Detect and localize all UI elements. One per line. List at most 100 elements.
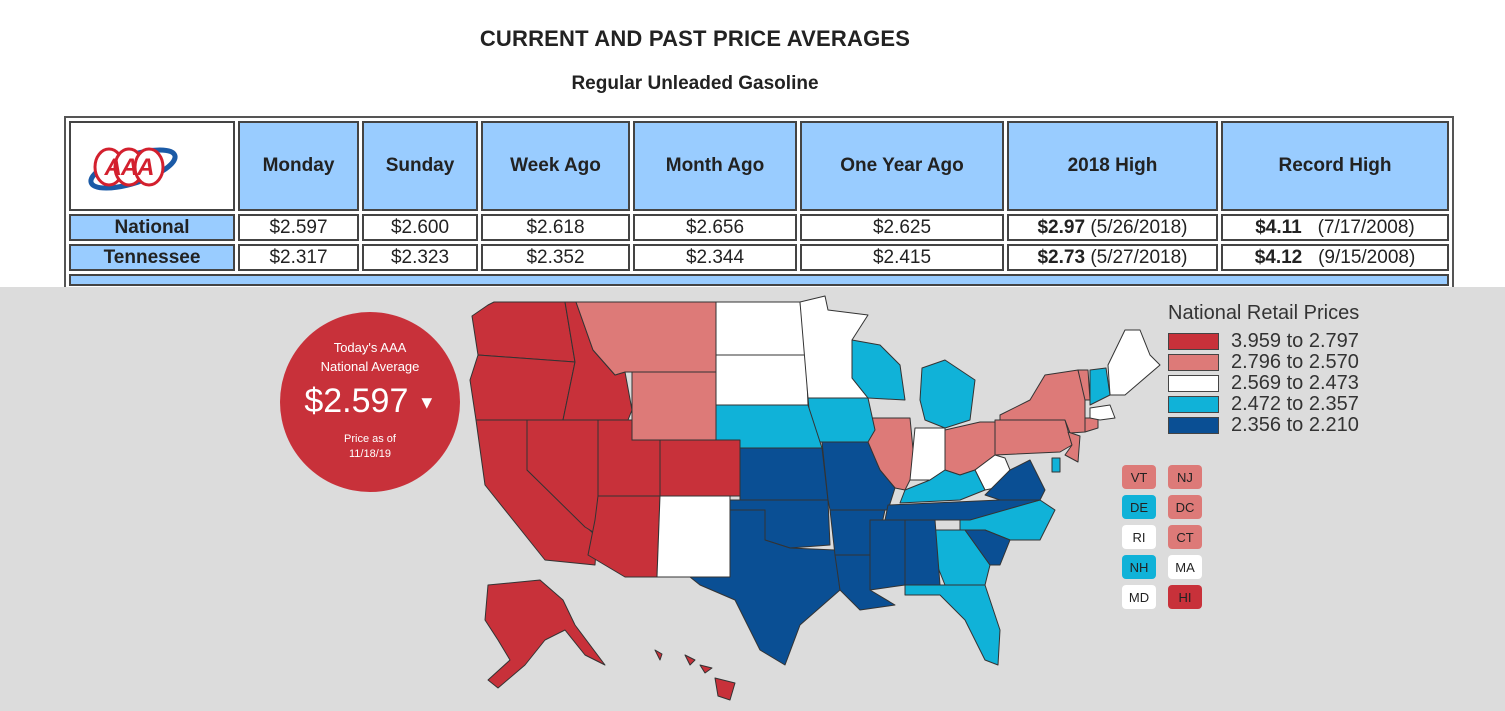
high-2018-value: $2.73 bbox=[1037, 246, 1086, 268]
small-state-ma[interactable]: MA bbox=[1168, 555, 1202, 579]
column-header-sunday: Sunday bbox=[362, 121, 478, 211]
trend-down-icon: ▼ bbox=[417, 392, 436, 413]
state-mi[interactable] bbox=[919, 359, 976, 429]
price-asof-date: 11/18/19 bbox=[348, 448, 391, 460]
state-ny[interactable] bbox=[999, 369, 1086, 434]
state-in[interactable] bbox=[909, 427, 946, 481]
row-label-national: National bbox=[69, 214, 235, 241]
cell-month-ago: $2.344 bbox=[633, 244, 797, 271]
state-nh-main[interactable] bbox=[1089, 367, 1111, 406]
small-state-ct[interactable]: CT bbox=[1168, 525, 1202, 549]
state-ma-main[interactable] bbox=[1089, 404, 1116, 421]
state-hi[interactable] bbox=[654, 649, 736, 701]
state-fl[interactable] bbox=[904, 584, 1001, 666]
row-label-tennessee: Tennessee bbox=[69, 244, 235, 271]
high-2018-date: (5/26/2018) bbox=[1090, 216, 1188, 238]
legend-item: 2.356 to 2.210 bbox=[1168, 414, 1359, 436]
state-ak[interactable] bbox=[484, 579, 606, 689]
state-co[interactable] bbox=[659, 439, 741, 497]
legend-range: 3.959 to 2.797 bbox=[1231, 330, 1359, 352]
state-me[interactable] bbox=[1107, 329, 1161, 396]
small-state-vt[interactable]: VT bbox=[1122, 465, 1156, 489]
state-or[interactable] bbox=[469, 354, 576, 421]
legend-range: 2.472 to 2.357 bbox=[1231, 393, 1359, 415]
small-state-md[interactable]: MD bbox=[1122, 585, 1156, 609]
cell-sunday: $2.600 bbox=[362, 214, 478, 241]
column-header-record-high: Record High bbox=[1221, 121, 1449, 211]
table-header-row: AAA Monday Sunday Week Ago Month Ago One… bbox=[69, 121, 1449, 211]
small-state-dc[interactable]: DC bbox=[1168, 495, 1202, 519]
legend-item: 2.472 to 2.357 bbox=[1168, 393, 1359, 415]
cell-week-ago: $2.352 bbox=[481, 244, 630, 271]
legend-swatch bbox=[1168, 354, 1219, 371]
state-nj-main[interactable] bbox=[1064, 431, 1081, 463]
legend-item: 2.796 to 2.570 bbox=[1168, 351, 1359, 373]
table-row: Tennessee $2.317 $2.323 $2.352 $2.344 $2… bbox=[69, 244, 1449, 271]
state-ky[interactable] bbox=[899, 469, 986, 504]
legend-swatch bbox=[1168, 333, 1219, 350]
aaa-logo-cell: AAA bbox=[69, 121, 235, 211]
national-average-value-row: $2.597 ▼ bbox=[280, 382, 460, 421]
state-ks[interactable] bbox=[739, 447, 829, 501]
cell-sunday: $2.323 bbox=[362, 244, 478, 271]
record-high-value: $4.12 bbox=[1254, 246, 1303, 268]
legend-range: 2.569 to 2.473 bbox=[1231, 372, 1359, 394]
table-footer-row bbox=[69, 274, 1449, 286]
page-subtitle: Regular Unleaded Gasoline bbox=[571, 73, 819, 94]
small-state-de[interactable]: DE bbox=[1122, 495, 1156, 519]
state-al[interactable] bbox=[904, 519, 941, 586]
cell-year-ago: $2.625 bbox=[800, 214, 1004, 241]
cell-week-ago: $2.618 bbox=[481, 214, 630, 241]
aaa-logo-icon: AAA bbox=[88, 147, 178, 191]
state-az[interactable] bbox=[587, 495, 661, 578]
legend-title: National Retail Prices bbox=[1168, 302, 1360, 324]
legend-range: 2.796 to 2.570 bbox=[1231, 351, 1359, 373]
cell-record-high: $4.11 (7/17/2008) bbox=[1221, 214, 1449, 241]
state-nv[interactable] bbox=[526, 419, 599, 536]
national-average-label: Today's AAA National Average bbox=[280, 338, 460, 376]
state-ms[interactable] bbox=[869, 519, 906, 591]
national-average-label-line1: Today's AAA bbox=[333, 340, 407, 355]
page-title: CURRENT AND PAST PRICE AVERAGES bbox=[479, 26, 911, 51]
legend-swatch bbox=[1168, 375, 1219, 392]
table-row: National $2.597 $2.600 $2.618 $2.656 $2.… bbox=[69, 214, 1449, 241]
small-state-hi[interactable]: HI bbox=[1168, 585, 1202, 609]
small-state-nj[interactable]: NJ bbox=[1168, 465, 1202, 489]
legend-item: 2.569 to 2.473 bbox=[1168, 372, 1359, 394]
cell-year-ago: $2.415 bbox=[800, 244, 1004, 271]
column-header-week-ago: Week Ago bbox=[481, 121, 630, 211]
record-high-date: (9/15/2008) bbox=[1318, 246, 1416, 268]
price-table: AAA Monday Sunday Week Ago Month Ago One… bbox=[64, 116, 1454, 291]
state-wy[interactable] bbox=[631, 371, 717, 441]
price-asof: Price as of 11/18/19 bbox=[280, 432, 460, 462]
state-tx[interactable] bbox=[689, 509, 841, 666]
high-2018-date: (5/27/2018) bbox=[1090, 246, 1188, 268]
cell-monday: $2.317 bbox=[238, 244, 359, 271]
state-sd[interactable] bbox=[715, 354, 809, 406]
state-pa[interactable] bbox=[994, 419, 1073, 456]
legend-swatch bbox=[1168, 417, 1219, 434]
legend-range: 2.356 to 2.210 bbox=[1231, 414, 1359, 436]
state-nm[interactable] bbox=[656, 495, 731, 578]
national-average-badge: Today's AAA National Average $2.597 ▼ Pr… bbox=[280, 312, 460, 492]
record-high-value: $4.11 bbox=[1255, 216, 1302, 238]
state-wi[interactable] bbox=[851, 339, 906, 401]
state-ct-main[interactable] bbox=[1084, 417, 1099, 433]
cell-2018-high: $2.97 (5/26/2018) bbox=[1007, 214, 1218, 241]
column-header-2018-high: 2018 High bbox=[1007, 121, 1218, 211]
column-header-month-ago: Month Ago bbox=[633, 121, 797, 211]
table-footer-bar bbox=[69, 274, 1449, 286]
cell-monday: $2.597 bbox=[238, 214, 359, 241]
state-wa[interactable] bbox=[471, 301, 576, 363]
cell-2018-high: $2.73 (5/27/2018) bbox=[1007, 244, 1218, 271]
state-tn[interactable] bbox=[884, 499, 1041, 521]
state-va[interactable] bbox=[984, 459, 1046, 501]
state-nd[interactable] bbox=[715, 301, 807, 356]
state-de-main[interactable] bbox=[1051, 457, 1061, 473]
small-state-ri[interactable]: RI bbox=[1122, 525, 1156, 549]
record-high-date: (7/17/2008) bbox=[1317, 216, 1415, 238]
small-state-nh[interactable]: NH bbox=[1122, 555, 1156, 579]
state-sc[interactable] bbox=[964, 529, 1011, 566]
price-asof-label: Price as of bbox=[344, 433, 396, 445]
